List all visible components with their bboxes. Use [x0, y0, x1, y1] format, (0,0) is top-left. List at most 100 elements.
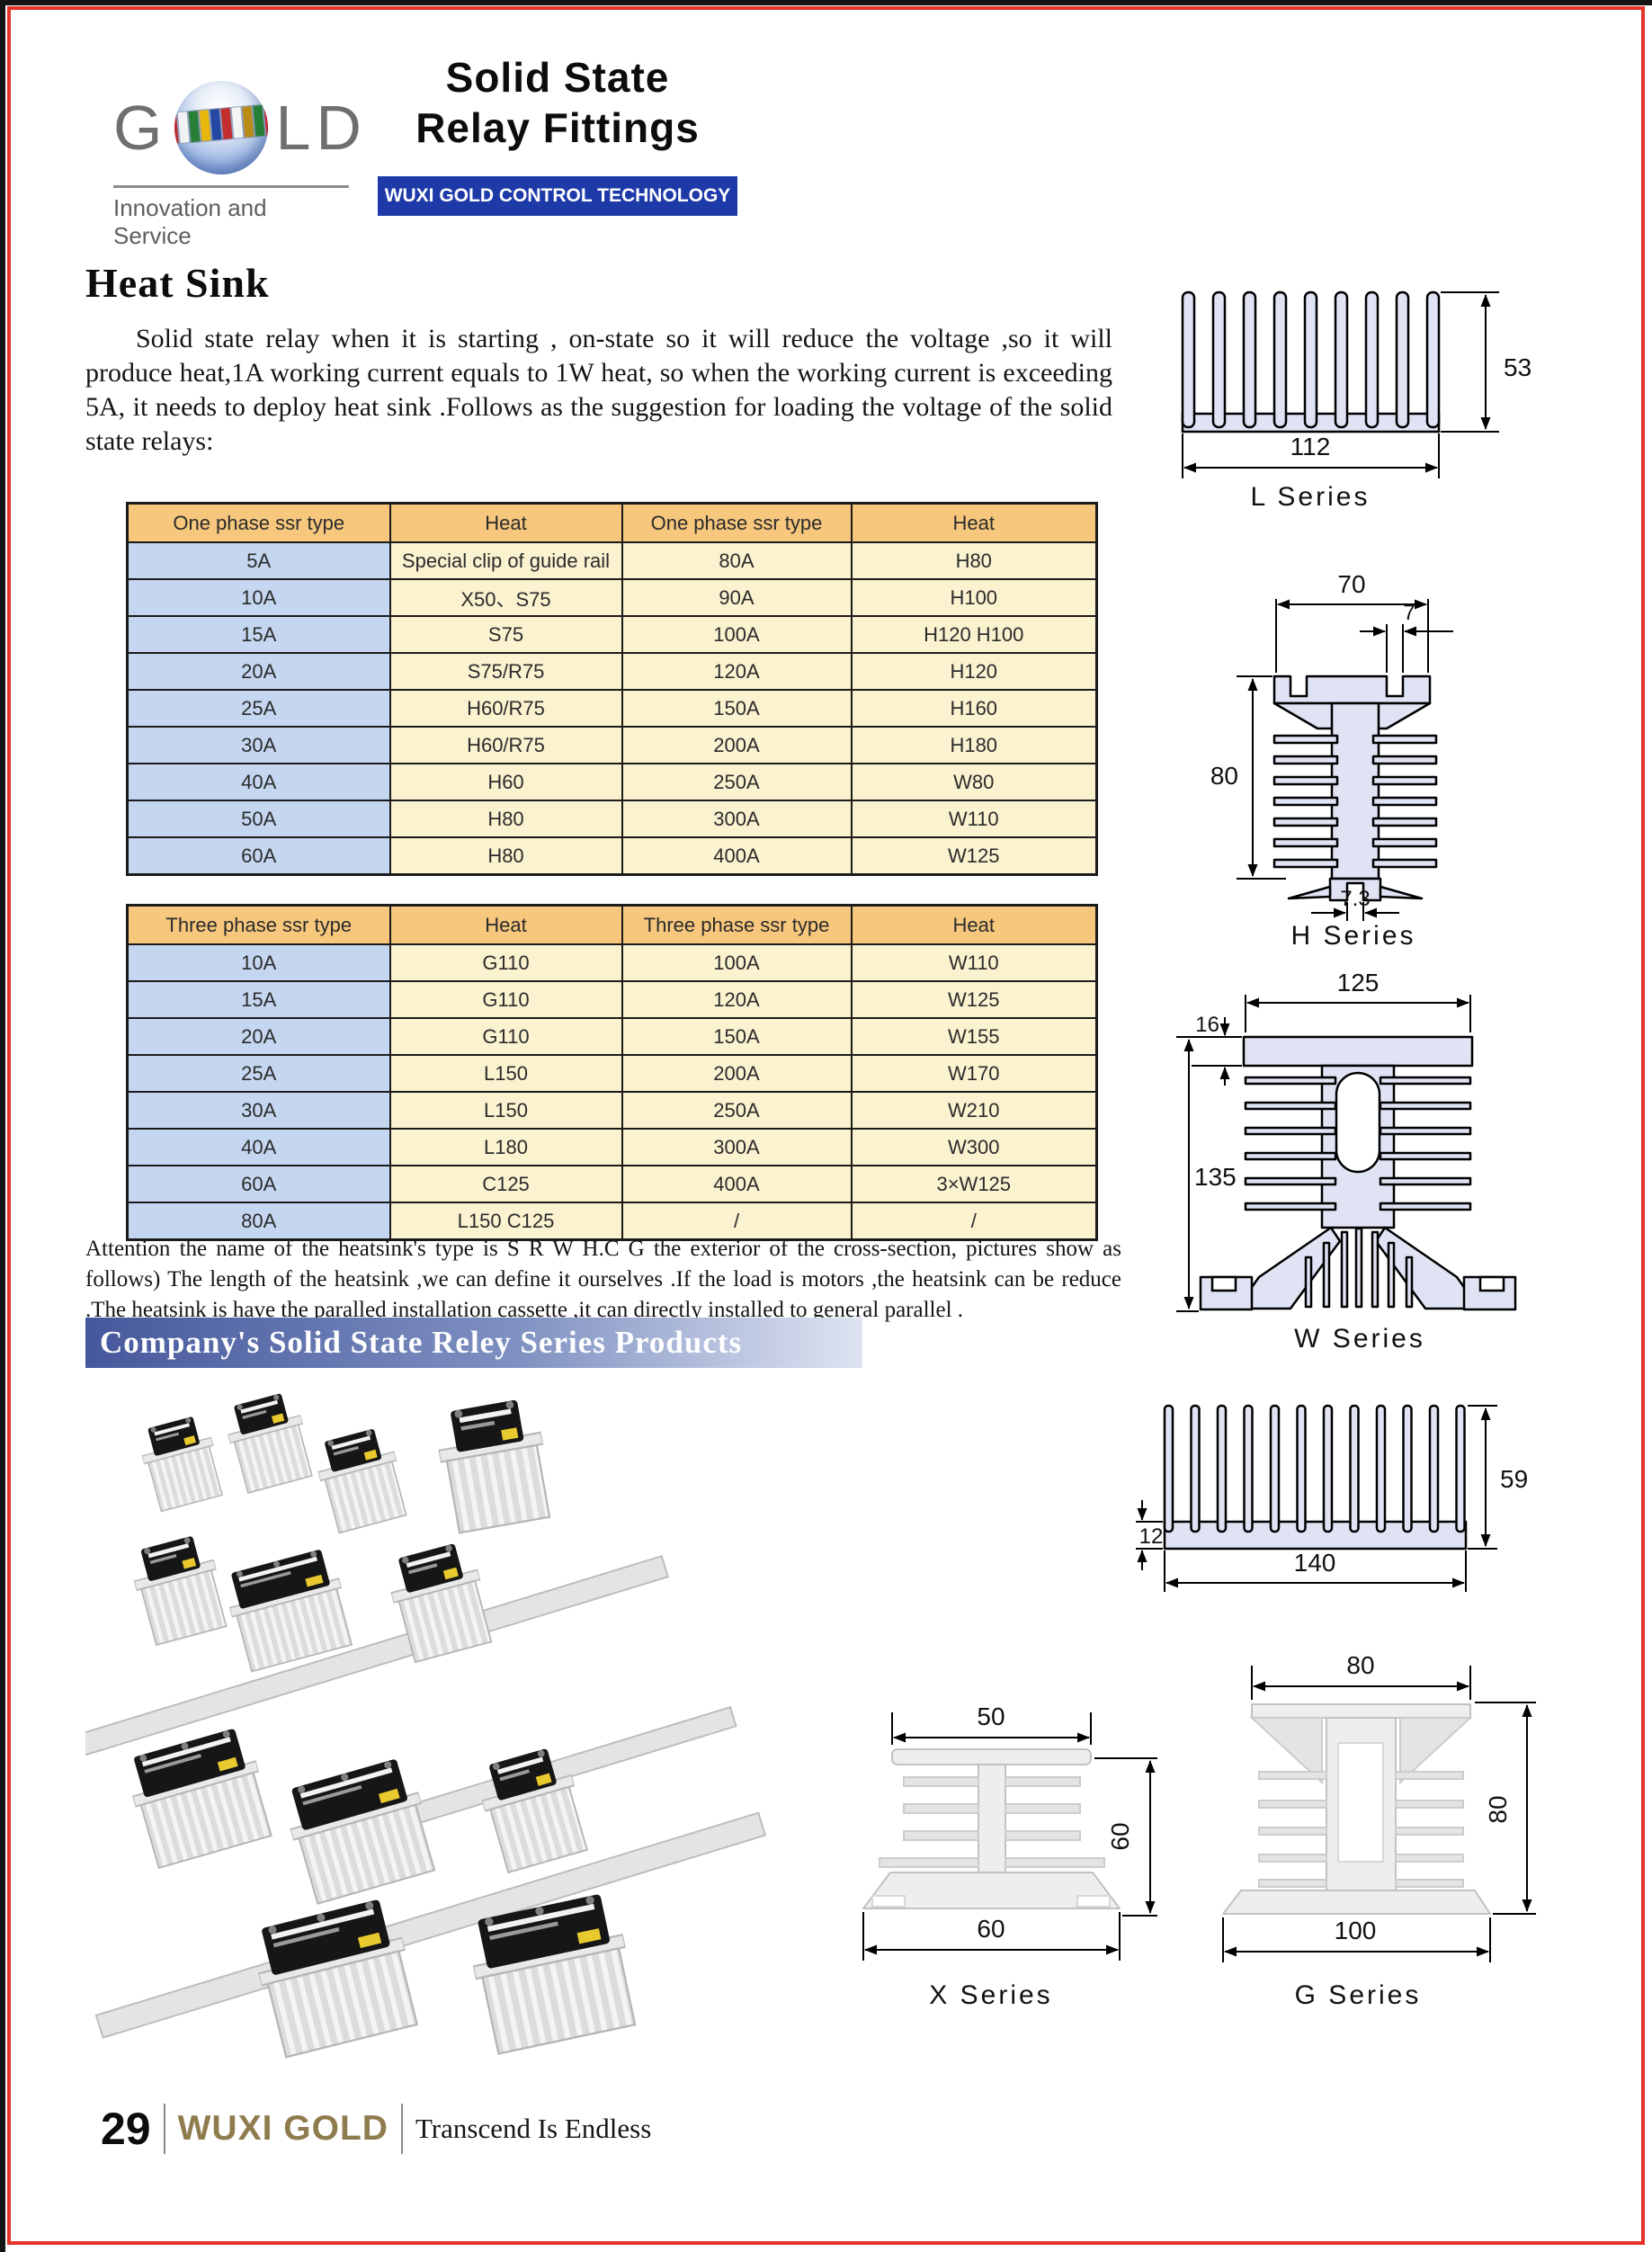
table-cell: 250A: [621, 1091, 853, 1130]
table-cell: 3×W125: [850, 1165, 1098, 1203]
table-cell: 25A: [126, 1054, 391, 1093]
table-cell: W155: [850, 1017, 1098, 1056]
page-title: Solid State Relay Fittings: [378, 52, 737, 153]
table-cell: W125: [850, 836, 1098, 876]
dim-g-bottom: 100: [1335, 1917, 1377, 1944]
three-phase-table: Three phase ssr type Heat Three phase ss…: [126, 904, 1098, 1241]
flag-band: [174, 103, 269, 146]
company-logo: G LD: [113, 81, 367, 174]
dim-x-top: 50: [977, 1702, 1005, 1730]
table-cell: H180: [850, 726, 1098, 764]
table-cell: G110: [388, 943, 623, 982]
heatsink-diagrams: 112 53 L Series 70 7: [862, 290, 1536, 2010]
table-cell: 50A: [126, 800, 391, 838]
table-cell: H160: [850, 689, 1098, 728]
table-row: 50A H80 300A W110: [126, 800, 1098, 838]
scan-edge-left: [0, 0, 5, 2252]
w-series-diagram: 125 16 135 W Series: [1176, 969, 1517, 1354]
l-series-diagram: 112 53 L Series: [1181, 290, 1531, 512]
table-cell: 40A: [126, 1128, 391, 1166]
table-cell: W210: [850, 1091, 1098, 1130]
page-number: 29: [101, 2104, 151, 2154]
products-banner: Company's Solid State Reley Series Produ…: [85, 1318, 862, 1368]
table-cell: /: [850, 1202, 1098, 1241]
dim-w-plate: 16: [1195, 1013, 1219, 1037]
table-cell: 15A: [126, 615, 391, 654]
table-row: 80A L150 C125//: [126, 1202, 1098, 1241]
table-cell: 200A: [621, 1054, 853, 1093]
dim-w-top: 125: [1337, 969, 1380, 996]
x-series-label: X Series: [929, 1980, 1052, 2010]
table-cell: Special clip of guide rail: [388, 541, 623, 580]
table-cell: 90A: [621, 578, 853, 617]
table-cell: W170: [850, 1054, 1098, 1093]
table-cell: 80A: [621, 541, 853, 580]
table-header-row: Three phase ssr type Heat Three phase ss…: [126, 904, 1098, 945]
table-row: 60A C125 400A 3×W125: [126, 1165, 1098, 1203]
table-cell: 120A: [621, 652, 853, 691]
table-cell: 80A: [126, 1202, 391, 1241]
w-series-label: W Series: [1294, 1324, 1425, 1354]
table-cell: 60A: [126, 836, 391, 876]
table-cell: H120: [850, 652, 1098, 691]
dim-comb-height: 59: [1500, 1465, 1528, 1493]
table-cell: 10A: [126, 943, 391, 982]
section-heading: Heat Sink: [85, 260, 270, 306]
table-cell: L150: [388, 1054, 623, 1093]
dim-x-bottom: 60: [977, 1915, 1005, 1943]
table-cell: 5A: [126, 541, 391, 580]
dim-h-bottom-slot: 7.3: [1340, 887, 1370, 911]
title-line1: Solid State: [445, 54, 670, 101]
dim-w-height: 135: [1194, 1163, 1237, 1191]
dim-l-width: 112: [1290, 433, 1331, 460]
logo-letter-ld: LD: [275, 93, 367, 163]
g-series-diagram: 80 80 100 G Series: [1222, 1651, 1536, 2010]
footer-slogan: Transcend Is Endless: [415, 2113, 652, 2144]
column-header: Heat: [388, 904, 623, 945]
column-header: Three phase ssr type: [126, 904, 391, 945]
column-header: Heat: [850, 904, 1098, 945]
table-row: 30A L150 250A W210: [126, 1091, 1098, 1130]
table-cell: 20A: [126, 1017, 391, 1056]
table-cell: 300A: [621, 800, 853, 838]
table-cell: L150 C125: [388, 1202, 623, 1241]
table-cell: H60/R75: [388, 689, 623, 728]
table-cell: 250A: [621, 763, 853, 801]
one-phase-table: One phase ssr type Heat One phase ssr ty…: [126, 502, 1098, 876]
table-cell: /: [621, 1202, 853, 1241]
table-row: 30A H60/R75 200A H180: [126, 726, 1098, 764]
table-cell: L180: [388, 1128, 623, 1166]
table-cell: 120A: [621, 980, 853, 1019]
table-cell: G110: [388, 980, 623, 1019]
table-cell: S75/R75: [388, 652, 623, 691]
table-header-row: One phase ssr type Heat One phase ssr ty…: [126, 502, 1098, 543]
table-cell: W125: [850, 980, 1098, 1019]
page-footer: 29 WUXI GOLD Transcend Is Endless: [101, 2099, 651, 2158]
column-header: Heat: [388, 502, 623, 543]
table-cell: 150A: [621, 1017, 853, 1056]
logo-tagline: Innovation and Service: [113, 194, 267, 249]
footer-divider: [400, 2104, 403, 2154]
table-cell: 30A: [126, 1091, 391, 1130]
comb-heatsink-diagram: 59 12 140: [1136, 1404, 1528, 1592]
l-series-label: L Series: [1251, 482, 1371, 512]
table-row: 10A G110 100A W110: [126, 943, 1098, 982]
table-cell: X50、S75: [388, 578, 623, 617]
table-cell: 20A: [126, 652, 391, 691]
table-cell: L150: [388, 1091, 623, 1130]
table-cell: 400A: [621, 1165, 853, 1203]
g-series-label: G Series: [1295, 1980, 1422, 2010]
table-cell: S75: [388, 615, 623, 654]
table-cell: H60: [388, 763, 623, 801]
dim-h-slot: 7: [1403, 601, 1415, 625]
table-cell: H60/R75: [388, 726, 623, 764]
dim-h-top: 70: [1337, 570, 1365, 598]
table-cell: H80: [388, 800, 623, 838]
dim-g-height: 80: [1484, 1795, 1512, 1823]
h-series-label: H Series: [1290, 921, 1415, 951]
dim-h-height: 80: [1210, 762, 1238, 790]
table-cell: W110: [850, 943, 1098, 982]
table-row: 15A G110 120A W125: [126, 980, 1098, 1019]
table-cell: 100A: [621, 943, 853, 982]
table-cell: 25A: [126, 689, 391, 728]
